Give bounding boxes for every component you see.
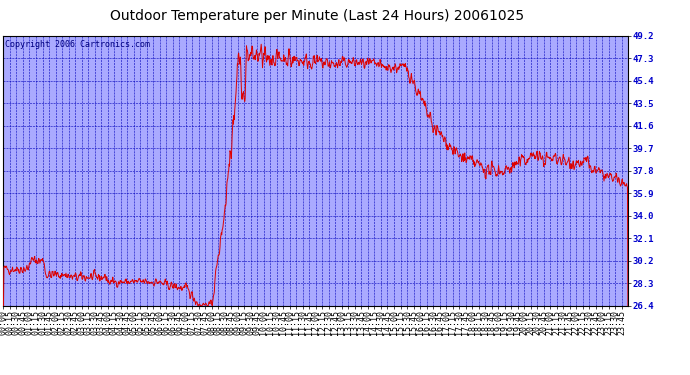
Text: Outdoor Temperature per Minute (Last 24 Hours) 20061025: Outdoor Temperature per Minute (Last 24 … [110, 9, 524, 23]
Text: Copyright 2006 Cartronics.com: Copyright 2006 Cartronics.com [5, 40, 150, 49]
